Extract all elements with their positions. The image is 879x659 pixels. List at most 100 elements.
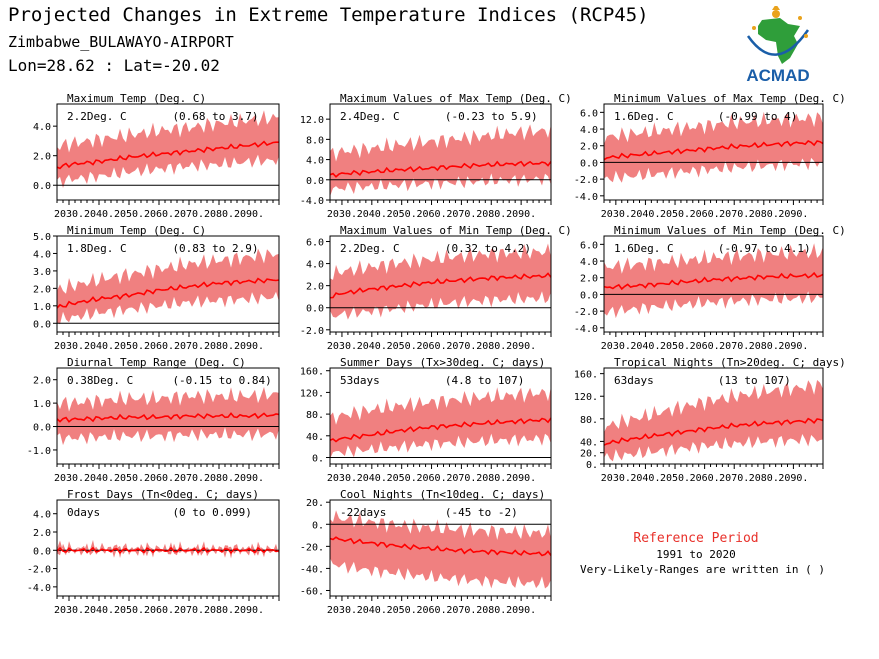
x-tick-label: 2090. xyxy=(234,605,264,616)
y-tick-label: 0.0 xyxy=(33,319,51,330)
reference-period-title: Reference Period xyxy=(633,531,759,546)
plot-frame xyxy=(56,367,280,465)
y-tick-label: -2.0 xyxy=(27,565,51,576)
x-tick-label: 2080. xyxy=(476,605,506,616)
x-tick-label: 2070. xyxy=(446,473,476,484)
y-tick-label: 2.0 xyxy=(33,152,51,163)
x-tick-label: 2090. xyxy=(234,473,264,484)
panel-title: Maximum Temp (Deg. C) xyxy=(67,92,206,105)
y-tick-label: 1.0 xyxy=(33,302,51,313)
x-tick-label: 2080. xyxy=(476,341,506,352)
y-tick-label: -4.0 xyxy=(300,196,324,207)
x-tick-label: 2050. xyxy=(387,341,417,352)
median-value-label: 1.6Deg. C xyxy=(614,110,674,123)
x-tick-label: 2060. xyxy=(416,341,446,352)
panel-title: Minimum Values of Min Temp (Deg. C) xyxy=(614,224,846,237)
median-change-line xyxy=(329,160,552,178)
y-tick-label: 2.0 xyxy=(580,142,598,153)
y-tick-label: 4.0 xyxy=(306,260,324,271)
x-tick-label: 2060. xyxy=(690,473,720,484)
y-tick-label: 20. xyxy=(306,498,324,509)
station-coordinates: Lon=28.62 : Lat=-20.02 xyxy=(8,56,220,75)
x-tick-label: 2030. xyxy=(54,209,84,220)
x-tick-label: 2080. xyxy=(749,209,779,220)
y-tick-label: 20. xyxy=(580,449,598,460)
plot-frame xyxy=(603,367,824,465)
x-tick-label: 2090. xyxy=(506,473,536,484)
likely-range-band xyxy=(57,248,279,325)
x-tick-label: 2090. xyxy=(778,473,808,484)
y-tick-label: 0.0 xyxy=(33,546,51,557)
panel-title: Frost Days (Tn<0deg. C; days) xyxy=(67,488,259,501)
page-title: Projected Changes in Extreme Temperature… xyxy=(8,4,649,26)
y-tick-label: 2.0 xyxy=(33,528,51,539)
y-tick-label: -1.0 xyxy=(27,446,51,457)
x-tick-label: 2070. xyxy=(174,341,204,352)
x-tick-label: 2070. xyxy=(719,473,749,484)
median-change-line xyxy=(56,140,279,170)
y-tick-label: 6.0 xyxy=(306,238,324,249)
y-tick-label: -20. xyxy=(300,542,324,553)
x-tick-label: 2090. xyxy=(778,341,808,352)
median-change-line xyxy=(56,277,280,309)
x-tick-label: 2040. xyxy=(630,341,660,352)
x-tick-label: 2070. xyxy=(174,209,204,220)
x-tick-label: 2040. xyxy=(357,605,387,616)
median-change-line xyxy=(329,536,552,557)
panel-title: Cool Nights (Tn<10deg. C; days) xyxy=(340,488,545,501)
y-tick-label: 120. xyxy=(574,392,598,403)
x-tick-label: 2070. xyxy=(174,473,204,484)
x-tick-label: 2060. xyxy=(144,209,174,220)
station-name: Zimbabwe_BULAWAYO-AIRPORT xyxy=(8,33,234,51)
chart-panel: -4.0 -2.0 0.0 2.0 4.0 6.0 2030. 2040. 2050. 2060.… xyxy=(574,224,846,352)
likely-range-band xyxy=(604,111,823,183)
median-value-label: 2.2Deg. C xyxy=(340,242,400,255)
y-tick-label: 0.0 xyxy=(306,176,324,187)
x-tick-label: 2090. xyxy=(506,341,536,352)
y-tick-label: 4.0 xyxy=(580,125,598,136)
x-tick-label: 2080. xyxy=(204,473,234,484)
plot-frame xyxy=(329,367,552,465)
likely-range-label: (-0.97 to 4.1) xyxy=(718,242,811,255)
y-tick-label: 2.0 xyxy=(33,284,51,295)
y-tick-label: 0. xyxy=(312,453,324,464)
median-value-label: 0days xyxy=(67,506,100,519)
y-tick-label: 4.0 xyxy=(580,257,598,268)
median-change-line xyxy=(56,412,280,423)
x-tick-label: 2030. xyxy=(327,209,357,220)
x-tick-label: 2040. xyxy=(630,473,660,484)
x-tick-label: 2030. xyxy=(327,605,357,616)
panel-title: Minimum Values of Max Temp (Deg. C) xyxy=(614,92,846,105)
y-tick-label: -4.0 xyxy=(27,583,51,594)
y-tick-label: 1.0 xyxy=(33,399,51,410)
chart-panel: -4.0 -2.0 0.0 2.0 4.0 6.0 2030. 2040. 2050. 2060.… xyxy=(574,92,846,220)
x-tick-label: 2080. xyxy=(476,473,506,484)
likely-range-label: (-0.99 to 4) xyxy=(718,110,797,123)
x-tick-label: 2050. xyxy=(660,341,690,352)
x-tick-label: 2060. xyxy=(144,341,174,352)
y-tick-label: -60. xyxy=(300,586,324,597)
likely-range-band xyxy=(330,386,551,459)
y-tick-label: 0.0 xyxy=(306,304,324,315)
likely-range-band xyxy=(330,124,551,197)
y-tick-label: -4.0 xyxy=(574,192,598,203)
x-tick-label: 2050. xyxy=(114,209,144,220)
y-tick-label: 160. xyxy=(574,370,598,381)
likely-range-band xyxy=(57,539,279,559)
x-tick-label: 2030. xyxy=(54,341,84,352)
y-tick-label: -4.0 xyxy=(574,324,598,335)
median-value-label: 2.2Deg. C xyxy=(67,110,127,123)
y-tick-label: 80. xyxy=(306,410,324,421)
plot-frame xyxy=(56,235,280,333)
x-tick-label: 2040. xyxy=(84,209,114,220)
x-tick-label: 2070. xyxy=(719,209,749,220)
median-value-label: 2.4Deg. C xyxy=(340,110,400,123)
x-tick-label: 2040. xyxy=(357,209,387,220)
panel-title: Maximum Values of Max Temp (Deg. C) xyxy=(340,92,572,105)
y-tick-label: 2.0 xyxy=(33,376,51,387)
x-tick-label: 2080. xyxy=(204,209,234,220)
logo-text: ACMAD xyxy=(746,66,809,85)
x-tick-label: 2090. xyxy=(506,605,536,616)
